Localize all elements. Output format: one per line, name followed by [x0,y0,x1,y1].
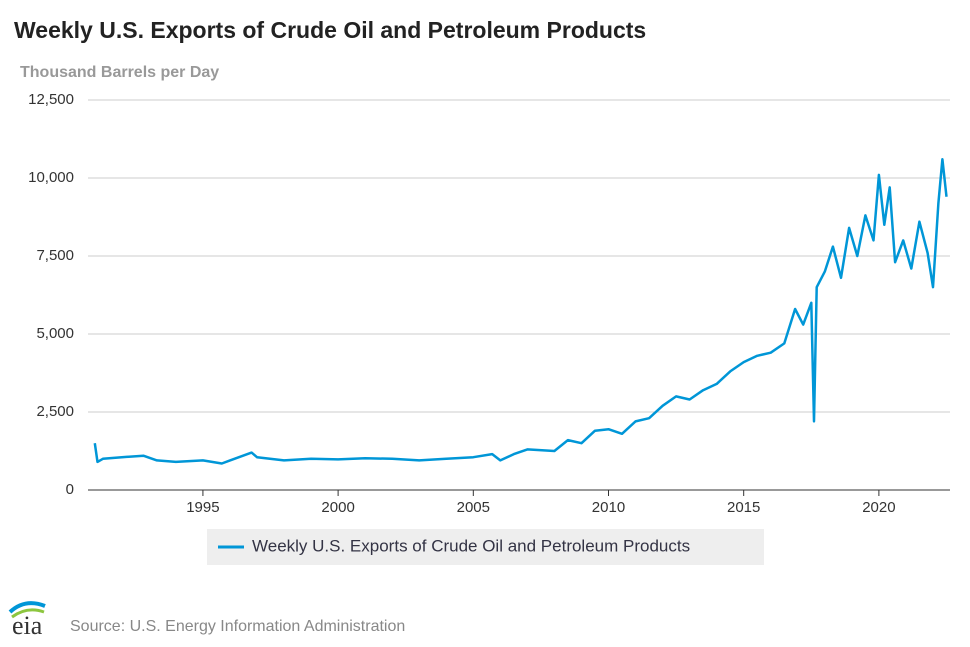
y-tick-label: 10,000 [28,169,74,186]
x-tick-label: 1995 [186,499,219,516]
logo-swoosh [11,608,45,619]
x-tick-label: 2015 [727,499,760,516]
axis-unit: Thousand Barrels per Day [20,64,219,81]
y-tick-label: 12,500 [28,91,74,108]
y-tick-label: 5,000 [36,325,74,342]
chart-title: Weekly U.S. Exports of Crude Oil and Pet… [14,17,646,43]
x-tick-label: 2005 [457,499,490,516]
y-tick-label: 2,500 [36,403,74,420]
x-tick-label: 2000 [321,499,354,516]
y-tick-label: 0 [66,481,74,498]
x-tick-label: 2010 [592,499,625,516]
x-tick-label: 2020 [862,499,895,516]
y-tick-label: 7,500 [36,247,74,264]
legend-box [207,529,764,565]
source: Source: U.S. Energy Information Administ… [70,618,405,635]
logo-swoosh [8,601,46,614]
logo: eia [12,611,43,640]
data-line [93,158,948,465]
legend-label: Weekly U.S. Exports of Crude Oil and Pet… [252,536,690,555]
